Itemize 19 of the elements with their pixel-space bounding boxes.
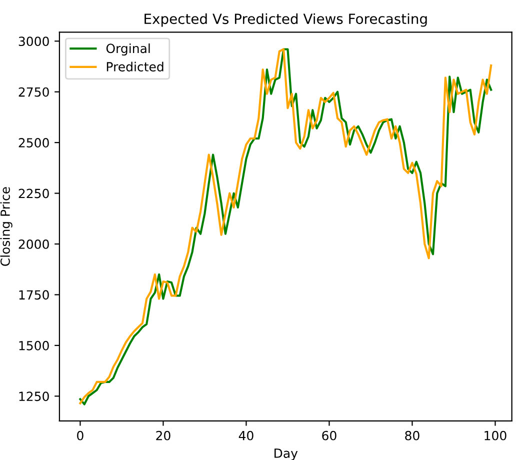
y-tick-label: 1250 bbox=[19, 392, 49, 402]
legend-label: Orginal bbox=[106, 43, 150, 56]
x-tick-label: 40 bbox=[238, 430, 254, 440]
chart-title: Expected Vs Predicted Views Forecasting bbox=[144, 13, 427, 27]
x-axis-title: Day bbox=[274, 448, 298, 460]
y-tick-label: 2750 bbox=[18, 87, 49, 97]
x-tick-label: 100 bbox=[484, 430, 506, 440]
y-tick-label: 2500 bbox=[18, 138, 49, 148]
x-tick-label: 20 bbox=[156, 430, 170, 440]
x-tick-label: 0 bbox=[77, 430, 84, 440]
legend-label: Predicted bbox=[106, 62, 164, 72]
y-tick-label: 2000 bbox=[18, 239, 49, 249]
y-tick-label: 2250 bbox=[18, 188, 49, 198]
x-tick-label: 80 bbox=[405, 430, 420, 440]
y-tick-label: 3000 bbox=[18, 36, 49, 46]
y-tick-label: 1500 bbox=[19, 340, 49, 350]
x-tick-label: 60 bbox=[322, 430, 336, 440]
y-axis-title: Closing Price bbox=[0, 187, 12, 266]
y-tick-label: 1750 bbox=[19, 290, 49, 300]
